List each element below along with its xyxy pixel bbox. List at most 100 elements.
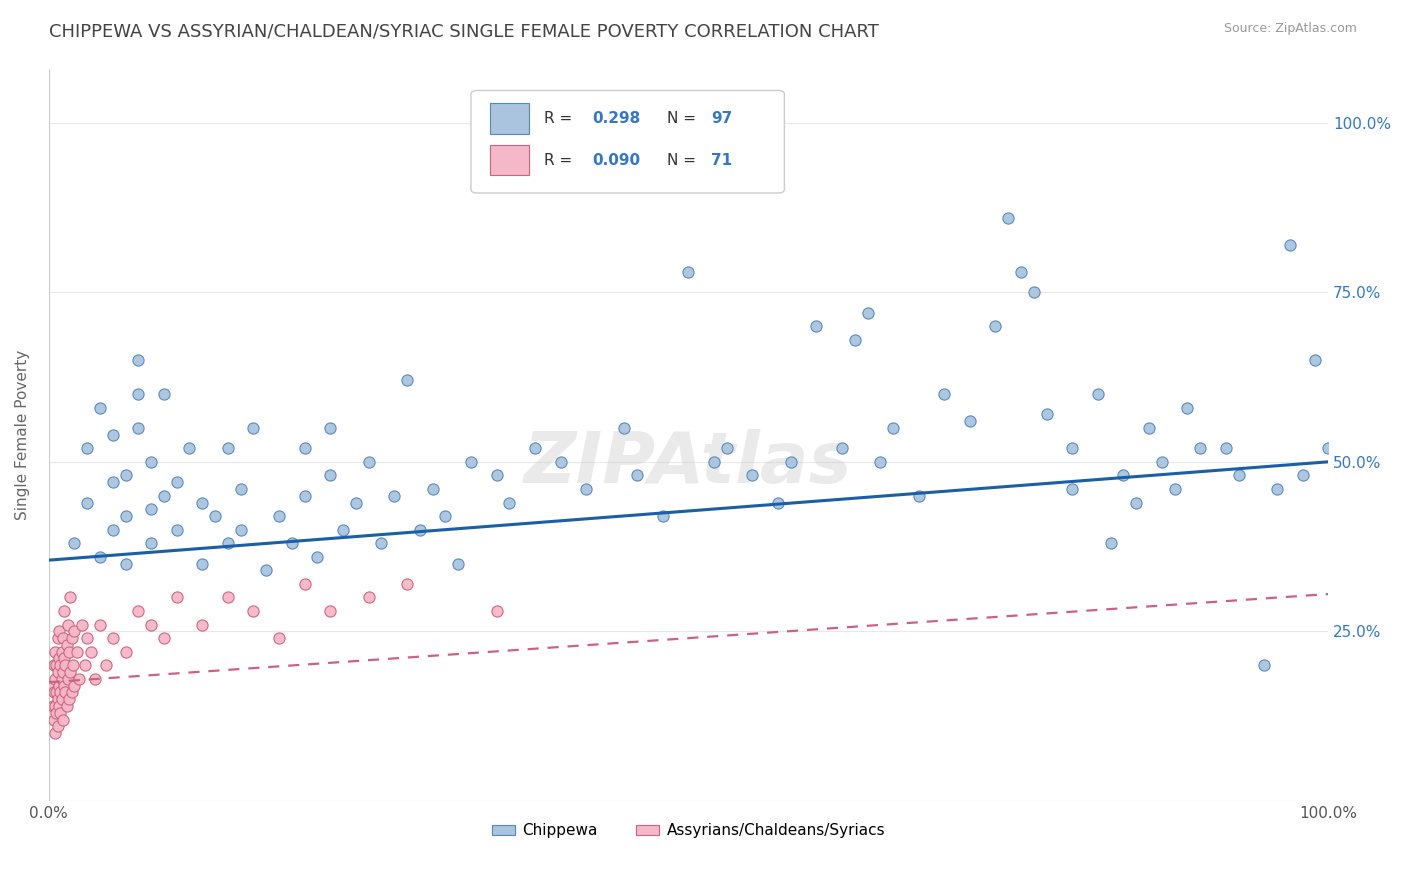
Point xyxy=(1291,468,1313,483)
Point xyxy=(44,726,66,740)
Point xyxy=(52,665,75,679)
Point xyxy=(191,557,214,571)
Point xyxy=(1010,265,1032,279)
Point xyxy=(70,617,93,632)
Y-axis label: Single Female Poverty: Single Female Poverty xyxy=(15,350,30,520)
Point xyxy=(1189,442,1212,456)
Point xyxy=(46,719,69,733)
Point xyxy=(55,638,77,652)
Text: N =: N = xyxy=(666,153,700,168)
Point xyxy=(1035,408,1057,422)
Point xyxy=(395,374,418,388)
Point xyxy=(217,442,239,456)
Point xyxy=(153,387,176,401)
Legend: Chippewa, Assyrians/Chaldeans/Syriacs: Chippewa, Assyrians/Chaldeans/Syriacs xyxy=(485,817,891,845)
Point xyxy=(63,536,86,550)
Point xyxy=(45,685,67,699)
Point xyxy=(76,442,98,456)
Point xyxy=(856,305,879,319)
Point xyxy=(101,523,124,537)
Point xyxy=(1062,442,1084,456)
Point xyxy=(1177,401,1199,415)
Point xyxy=(166,591,188,605)
Point xyxy=(1099,536,1122,550)
Point xyxy=(485,604,508,618)
Point xyxy=(395,577,418,591)
Point xyxy=(83,672,105,686)
Point xyxy=(907,489,929,503)
Point xyxy=(716,442,738,456)
Point xyxy=(49,685,72,699)
Point xyxy=(80,645,103,659)
Point xyxy=(766,495,789,509)
Point xyxy=(48,624,70,639)
Point xyxy=(66,645,89,659)
Point xyxy=(370,536,392,550)
Point xyxy=(678,265,700,279)
Point xyxy=(42,713,65,727)
Point xyxy=(332,523,354,537)
Point xyxy=(60,631,83,645)
Point xyxy=(191,617,214,632)
Point xyxy=(139,455,162,469)
Point xyxy=(422,482,444,496)
Point xyxy=(46,665,69,679)
Point xyxy=(1163,482,1185,496)
Point xyxy=(101,427,124,442)
Point xyxy=(114,509,136,524)
Point xyxy=(984,319,1007,334)
Point xyxy=(127,604,149,618)
FancyBboxPatch shape xyxy=(491,145,529,176)
Point xyxy=(76,495,98,509)
Point xyxy=(741,468,763,483)
Text: 0.090: 0.090 xyxy=(592,153,641,168)
Point xyxy=(139,617,162,632)
Point xyxy=(49,706,72,720)
Point xyxy=(1087,387,1109,401)
Point xyxy=(294,442,316,456)
Point xyxy=(48,651,70,665)
Point xyxy=(114,468,136,483)
Point xyxy=(229,523,252,537)
Point xyxy=(409,523,432,537)
Text: ZIPAtlas: ZIPAtlas xyxy=(524,429,852,499)
Point xyxy=(58,692,80,706)
Point xyxy=(53,604,76,618)
Point xyxy=(1317,442,1340,456)
Point xyxy=(242,604,264,618)
Point xyxy=(89,549,111,564)
Point xyxy=(229,482,252,496)
Point xyxy=(651,509,673,524)
Point xyxy=(96,658,118,673)
Point xyxy=(153,631,176,645)
Point xyxy=(447,557,470,571)
Point xyxy=(1265,482,1288,496)
Point xyxy=(53,651,76,665)
Point xyxy=(357,455,380,469)
Point xyxy=(139,502,162,516)
Text: R =: R = xyxy=(544,153,576,168)
Point xyxy=(294,489,316,503)
Point xyxy=(626,468,648,483)
Point xyxy=(997,211,1019,225)
Point xyxy=(166,475,188,490)
Point xyxy=(806,319,828,334)
Point xyxy=(58,645,80,659)
Text: 71: 71 xyxy=(711,153,733,168)
Point xyxy=(1150,455,1173,469)
Point xyxy=(51,692,73,706)
Point xyxy=(127,353,149,368)
Point xyxy=(48,698,70,713)
Text: 0.298: 0.298 xyxy=(592,111,641,126)
Point xyxy=(69,672,91,686)
Point xyxy=(550,455,572,469)
Point xyxy=(267,631,290,645)
Point xyxy=(56,672,79,686)
Point xyxy=(882,421,904,435)
Point xyxy=(382,489,405,503)
Point xyxy=(46,692,69,706)
Point xyxy=(844,333,866,347)
Point xyxy=(41,698,63,713)
Point xyxy=(242,421,264,435)
Point xyxy=(153,489,176,503)
